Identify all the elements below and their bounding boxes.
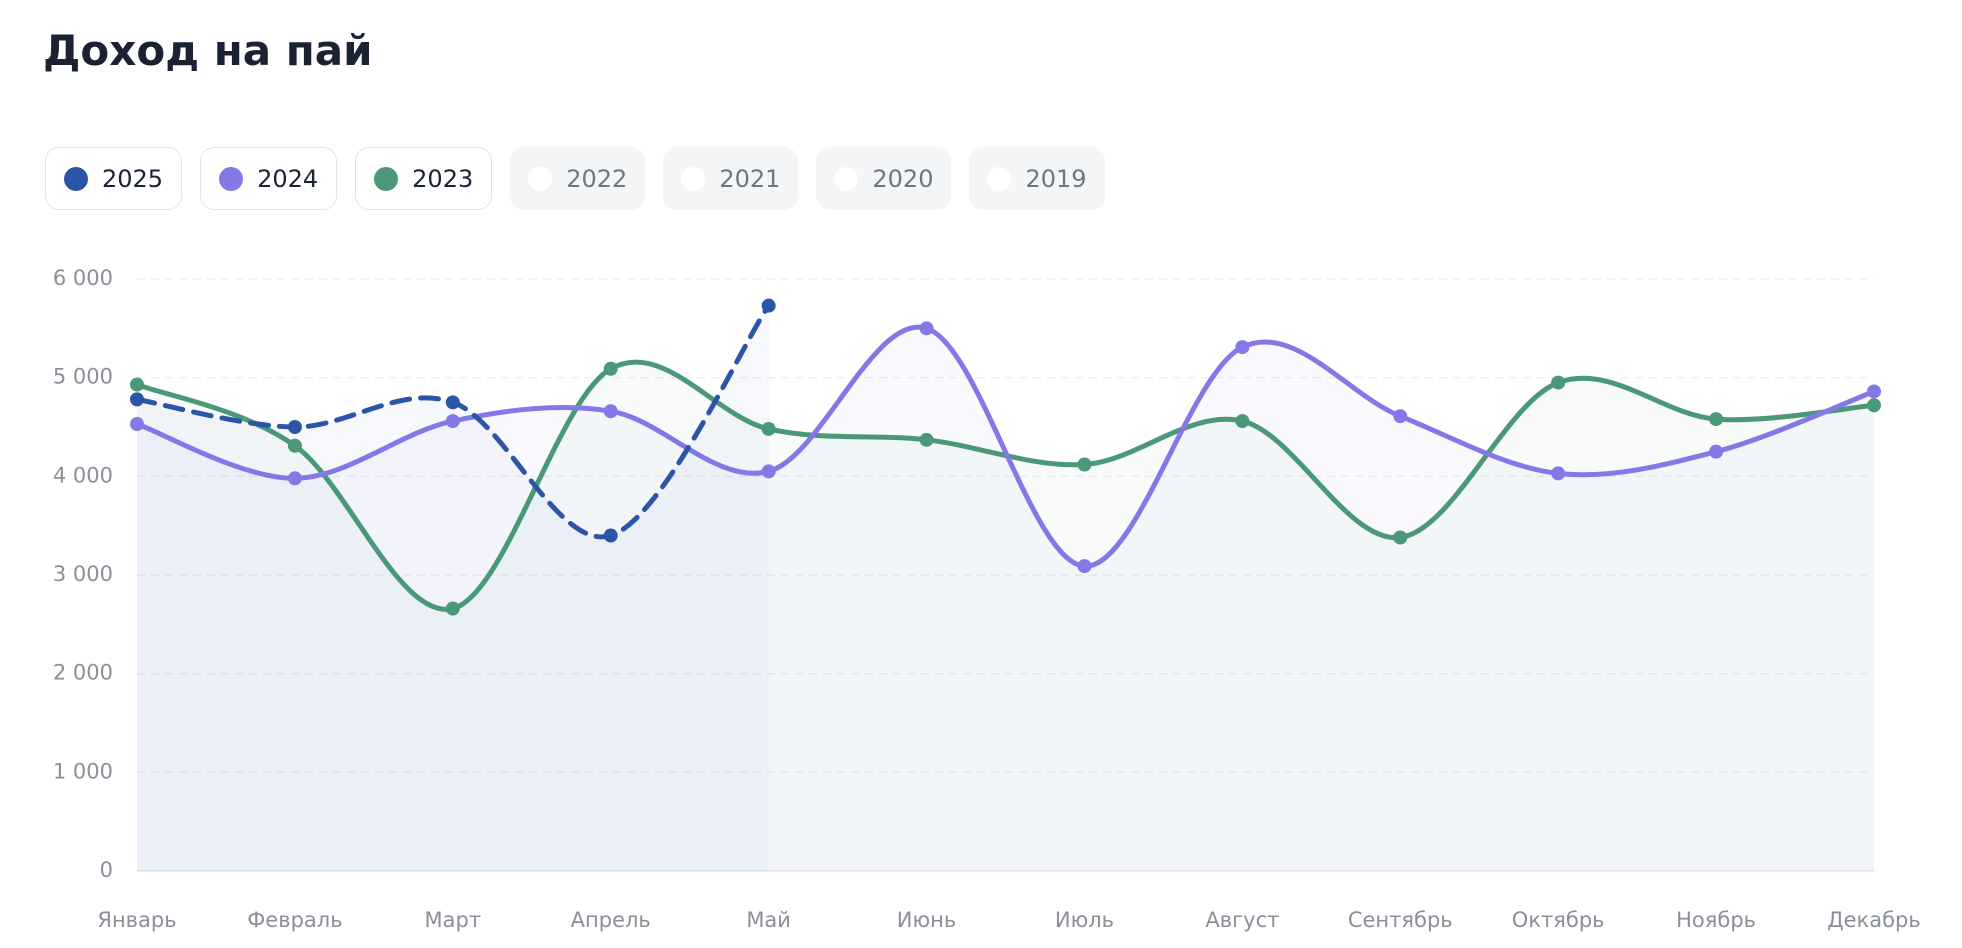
legend-dot [374, 166, 399, 191]
y-tick-label: 3 000 [53, 562, 113, 586]
x-tick-label: Август [1205, 908, 1279, 932]
point [445, 395, 460, 410]
y-tick-label: 5 000 [53, 365, 113, 389]
legend-item[interactable]: 2019 [969, 147, 1105, 210]
legend-dot [834, 166, 859, 191]
point [1393, 530, 1408, 545]
point [919, 432, 934, 447]
legend: 2025 2024 2023 2022 2021 2020 2019 [45, 147, 1105, 210]
point [603, 361, 618, 376]
x-tick-label: Январь [97, 908, 176, 932]
x-tick-label: Апрель [571, 908, 651, 932]
legend-label: 2021 [719, 164, 781, 193]
point [603, 528, 618, 543]
point [1867, 398, 1881, 413]
point [1393, 409, 1408, 424]
point [130, 417, 144, 432]
x-tick-label: Ноябрь [1676, 908, 1756, 932]
point [130, 392, 144, 407]
point [1235, 414, 1250, 429]
x-tick-label: Июль [1055, 908, 1114, 932]
legend-item[interactable]: 2023 [355, 147, 493, 210]
point [761, 298, 776, 313]
point [1551, 375, 1566, 390]
y-tick-label: 6 000 [53, 266, 113, 290]
legend-dot [64, 166, 88, 191]
legend-dot [528, 166, 553, 191]
legend-item[interactable]: 2024 [200, 147, 338, 210]
x-tick-label: Декабрь [1827, 908, 1921, 932]
legend-label: 2020 [872, 164, 934, 193]
legend-label: 2022 [566, 164, 628, 193]
point [761, 421, 776, 436]
legend-item[interactable]: 2022 [510, 147, 646, 210]
legend-dot [987, 166, 1012, 191]
legend-item[interactable]: 2020 [816, 147, 952, 210]
point [1551, 466, 1566, 481]
legend-dot [681, 166, 706, 191]
x-tick-label: Октябрь [1512, 908, 1605, 932]
legend-dot [219, 166, 244, 191]
point [1077, 457, 1092, 472]
point [287, 420, 302, 434]
y-tick-label: 0 [100, 858, 113, 882]
x-tick-label: Май [746, 908, 791, 932]
x-tick-label: Сентябрь [1348, 908, 1453, 932]
point [445, 601, 460, 616]
x-tick-label: Июнь [897, 908, 957, 932]
point [761, 464, 776, 479]
x-tick-label: Февраль [247, 908, 342, 932]
legend-item[interactable]: 2025 [45, 147, 183, 210]
chart-title: Доход на пай [43, 26, 373, 75]
point [445, 414, 460, 429]
x-tick-label: Март [425, 908, 482, 932]
y-tick-label: 1 000 [53, 759, 113, 783]
area [137, 327, 1874, 871]
point [1235, 340, 1250, 355]
point [287, 471, 302, 486]
legend-label: 2025 [102, 164, 164, 193]
legend-item[interactable]: 2021 [663, 147, 799, 210]
point [603, 404, 618, 419]
point [1709, 412, 1724, 427]
point [130, 377, 144, 392]
legend-label: 2024 [257, 164, 319, 193]
line [134, 303, 772, 540]
point [287, 438, 302, 453]
areas [137, 305, 1874, 871]
point [1867, 384, 1881, 399]
point [1077, 559, 1092, 574]
point [1709, 444, 1724, 459]
area [137, 362, 1874, 871]
legend-label: 2023 [412, 164, 474, 193]
y-tick-label: 4 000 [53, 463, 113, 487]
legend-label: 2019 [1025, 164, 1087, 193]
y-tick-label: 2 000 [53, 661, 113, 685]
point [919, 321, 934, 336]
